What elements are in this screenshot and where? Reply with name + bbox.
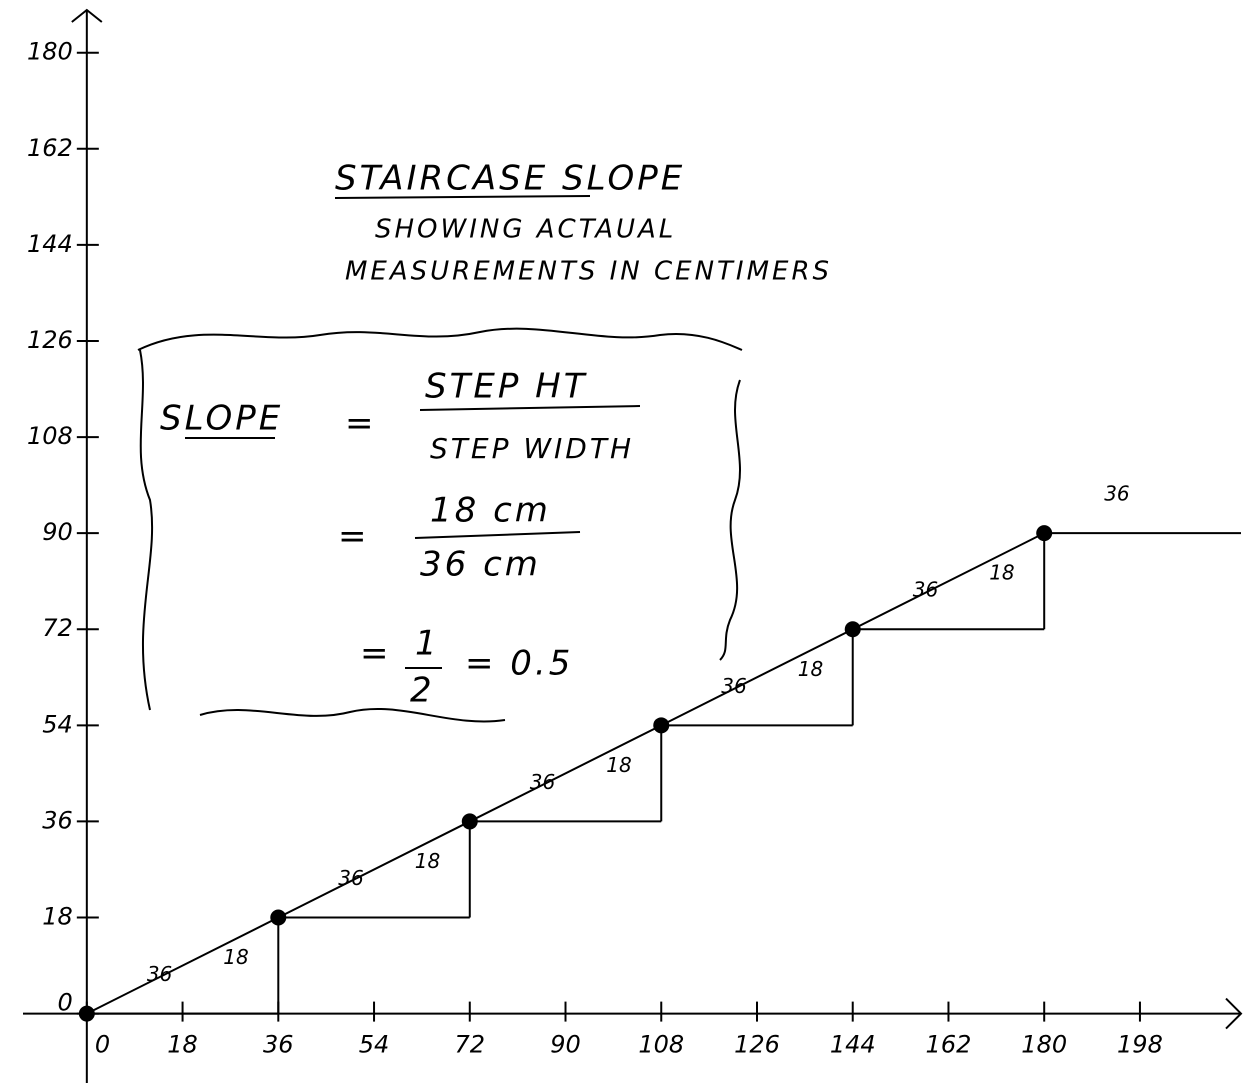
y-tick-label: 180 <box>27 38 73 66</box>
x-tick-label: 126 <box>734 1031 780 1059</box>
point <box>270 909 287 926</box>
equals: = <box>338 517 370 557</box>
point <box>461 813 478 830</box>
y-tick-label: 36 <box>42 806 73 834</box>
x-tick-label: 0 <box>95 1031 110 1059</box>
numerator-value: 18 cm <box>430 491 551 531</box>
fraction-top: 1 <box>415 624 440 664</box>
point <box>844 621 861 638</box>
y-tick-label: 54 <box>42 710 73 738</box>
fraction-bottom: 2 <box>410 671 435 711</box>
subtitle-line: SHOWING ACTAUAL <box>375 215 676 245</box>
denominator-value: 36 cm <box>420 545 541 585</box>
title-underline <box>334 195 591 199</box>
x-tick-label: 162 <box>926 1031 972 1059</box>
point <box>1036 525 1053 542</box>
numerator: STEP HT <box>425 367 587 407</box>
y-tick-label: 144 <box>27 230 73 258</box>
fraction-bar <box>414 531 581 539</box>
x-axis-arrow <box>1225 997 1243 1030</box>
y-tick-label: 108 <box>27 422 73 450</box>
fraction-bar <box>419 405 641 411</box>
x-tick-label: 36 <box>263 1031 294 1059</box>
point <box>78 1005 95 1022</box>
x-tick-label: 54 <box>359 1031 390 1059</box>
box-border <box>137 327 743 351</box>
step-rise-label: 18 <box>223 945 248 969</box>
equals: = <box>345 404 377 444</box>
x-tick-label: 198 <box>1117 1031 1163 1059</box>
step-rise-label: 18 <box>415 849 440 873</box>
slope-line <box>86 532 1045 1015</box>
subtitle-line: MEASUREMENTS IN CENTIMERS <box>345 257 832 287</box>
slope-label: SLOPE <box>160 399 283 439</box>
y-tick-label: 18 <box>42 903 73 931</box>
x-tick-label: 90 <box>550 1031 581 1059</box>
result: = 0.5 <box>465 644 573 684</box>
y-tick-label: 90 <box>42 518 73 546</box>
y-tick-label: 126 <box>27 326 73 354</box>
box-border <box>719 379 741 661</box>
x-tick-label: 108 <box>638 1031 684 1059</box>
box-border <box>139 349 154 711</box>
y-tick-label: 162 <box>27 134 73 162</box>
step-run-label: 36 <box>1104 482 1129 506</box>
box-border <box>199 708 506 723</box>
x-tick-label: 144 <box>830 1031 876 1059</box>
chart-title: STAIRCASE SLOPE <box>335 159 685 199</box>
denominator: STEP WIDTH <box>430 432 634 465</box>
y-tick-label: 72 <box>42 614 73 642</box>
y-tick-label: 0 <box>58 989 73 1017</box>
point <box>653 717 670 734</box>
step-rise-label: 18 <box>798 657 823 681</box>
y-axis-arrow <box>71 8 103 23</box>
x-tick-label: 18 <box>167 1031 198 1059</box>
x-tick-label: 180 <box>1021 1031 1067 1059</box>
step-rise-label: 18 <box>606 753 631 777</box>
x-tick-label: 72 <box>455 1031 486 1059</box>
step-rise-label: 18 <box>989 561 1014 585</box>
equals: = <box>360 634 392 674</box>
